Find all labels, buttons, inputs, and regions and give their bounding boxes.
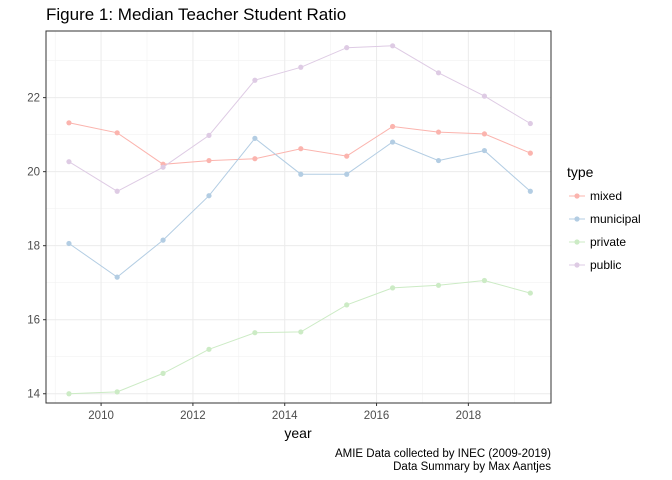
x-tick-label: 2018 xyxy=(456,410,482,422)
series-municipal xyxy=(66,135,533,280)
x-tick-label: 2014 xyxy=(272,410,298,422)
data-point-private xyxy=(206,346,212,352)
data-point-municipal xyxy=(66,240,72,247)
x-tick-label: 2012 xyxy=(180,410,206,422)
data-point-mixed xyxy=(390,123,396,130)
legend-label: municipal xyxy=(590,212,641,226)
y-tick-label: 18 xyxy=(27,241,40,253)
data-point-public xyxy=(390,43,396,49)
x-tick-label: 2010 xyxy=(88,410,114,422)
series-line-municipal xyxy=(68,137,531,278)
data-point-mixed xyxy=(298,146,304,152)
data-point-public xyxy=(527,120,533,127)
y-tick-label: 14 xyxy=(27,389,40,401)
data-point-municipal xyxy=(298,171,304,177)
data-point-municipal xyxy=(206,193,212,199)
legend-item-mixed: mixed xyxy=(569,189,622,203)
legend-item-municipal: municipal xyxy=(569,212,641,226)
data-point-mixed xyxy=(114,130,120,136)
data-point-public xyxy=(344,45,350,51)
data-point-public xyxy=(160,164,166,170)
data-point-municipal xyxy=(344,171,350,177)
data-point-public xyxy=(298,64,304,70)
y-tick-label: 20 xyxy=(27,167,40,179)
data-point-mixed xyxy=(252,156,258,162)
data-point-private xyxy=(114,389,120,395)
data-point-municipal xyxy=(252,135,258,141)
data-point-public xyxy=(435,70,442,76)
data-point-private xyxy=(390,285,396,291)
data-point-private xyxy=(481,277,488,284)
x-axis-title: year xyxy=(284,425,312,441)
data-point-public xyxy=(114,188,120,194)
data-point-private xyxy=(344,302,350,308)
series-lines xyxy=(66,43,533,397)
data-point-municipal xyxy=(114,274,120,280)
legend-key-point xyxy=(574,193,580,199)
x-tick-label: 2016 xyxy=(364,410,390,422)
data-point-public xyxy=(66,159,72,165)
legend: type mixed municipal private public xyxy=(567,164,641,272)
data-point-municipal xyxy=(481,147,488,154)
legend-key-point xyxy=(574,239,580,245)
series-mixed xyxy=(66,120,533,167)
chart-title: Figure 1: Median Teacher Student Ratio xyxy=(46,5,347,24)
y-tick-label: 22 xyxy=(27,93,40,105)
legend-label: private xyxy=(590,235,626,249)
data-point-public xyxy=(252,77,258,83)
legend-key-point xyxy=(574,216,580,222)
data-point-public xyxy=(206,132,212,138)
data-point-municipal xyxy=(390,139,396,145)
legend-label: mixed xyxy=(590,189,622,203)
data-point-mixed xyxy=(206,157,212,164)
data-point-mixed xyxy=(66,120,72,126)
y-tick-label: 16 xyxy=(27,315,40,327)
data-point-private xyxy=(298,329,304,335)
data-point-private xyxy=(435,282,442,288)
series-private xyxy=(66,277,533,397)
data-point-mixed xyxy=(344,153,350,159)
caption-author: Data Summary by Max Aantjes xyxy=(393,461,551,473)
plot-border xyxy=(45,30,552,404)
grid-lines xyxy=(46,31,551,403)
caption-source: AMIE Data collected by INEC (2009-2019) xyxy=(334,448,551,460)
data-point-private xyxy=(160,370,166,376)
data-point-municipal xyxy=(527,188,533,194)
data-point-mixed xyxy=(527,150,533,156)
axis-ticks: 2010 2012 2014 2016 2018 14 16 18 20 22 xyxy=(27,93,481,422)
data-point-private xyxy=(527,290,533,296)
data-point-private xyxy=(66,391,72,397)
legend-item-private: private xyxy=(569,235,626,249)
data-point-mixed xyxy=(481,131,488,137)
data-point-public xyxy=(481,93,488,99)
series-public xyxy=(66,43,533,194)
legend-title: type xyxy=(567,164,594,180)
legend-label: public xyxy=(590,258,621,272)
data-point-mixed xyxy=(435,129,442,135)
series-line-mixed xyxy=(68,122,531,165)
data-point-municipal xyxy=(435,157,442,164)
legend-item-public: public xyxy=(569,258,621,272)
data-point-municipal xyxy=(160,237,166,243)
legend-key-point xyxy=(574,262,580,268)
data-point-private xyxy=(252,330,258,336)
series-line-private xyxy=(68,279,531,395)
